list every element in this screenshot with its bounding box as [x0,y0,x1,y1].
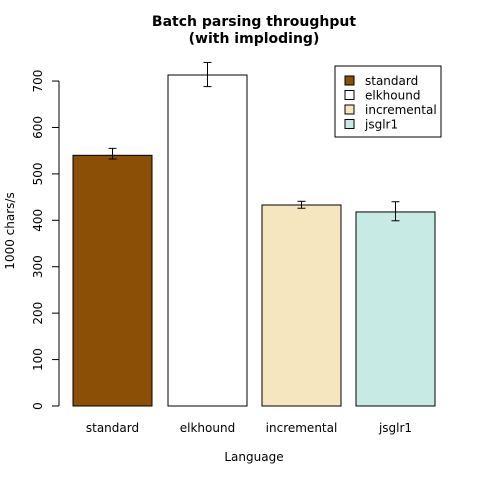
bar-elkhound [167,74,248,407]
x-axis-label: Language [224,450,283,464]
x-tick-label: jsglr1 [378,421,412,435]
chart-title-line-1: Batch parsing throughput [152,14,356,30]
chart-title-line-2: (with imploding) [189,31,320,47]
bar-jsglr1 [355,211,436,407]
y-tick-label: 400 [31,209,45,232]
legend-swatch [344,90,355,100]
y-axis-label: 1000 chars/s [3,192,17,269]
y-tick-label: 600 [31,116,45,139]
y-tick-label: 300 [31,255,45,278]
y-tick-label: 100 [31,348,45,371]
x-tick-label: elkhound [180,421,235,435]
legend-swatch [344,104,355,115]
bar-standard [72,154,153,407]
x-tick-labels: standard elkhound incremental jsglr1 [86,421,412,435]
x-tick-label: standard [86,421,139,435]
x-tick-label: incremental [266,421,338,435]
legend-swatch [344,119,355,129]
y-tick-label: 200 [31,302,45,325]
error-bars [108,61,400,222]
y-tick-label: 700 [31,70,45,93]
legend-entry: elkhound [365,89,420,103]
y-tick-label: 0 [31,402,45,410]
legend-entry: incremental [365,103,437,117]
y-tick-label: 500 [31,162,45,185]
bars [72,74,436,407]
bar-incremental [261,204,342,407]
legend-entry: standard [365,74,418,88]
legend-entry: jsglr1 [364,118,398,132]
y-axis: 0 100 200 300 400 500 600 700 [31,70,60,410]
legend-swatch [344,75,355,86]
